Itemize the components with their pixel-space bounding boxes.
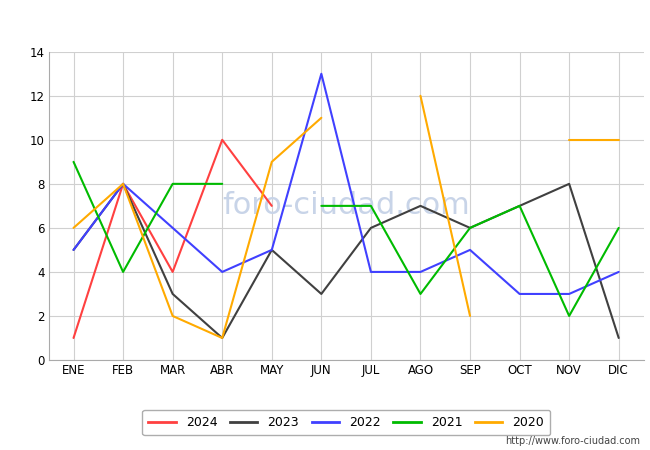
Text: foro-ciudad.com: foro-ciudad.com: [222, 191, 470, 220]
Text: Matriculaciones de Vehiculos en Medina de Rioseco: Matriculaciones de Vehiculos en Medina d…: [100, 16, 550, 34]
Text: http://www.foro-ciudad.com: http://www.foro-ciudad.com: [505, 436, 640, 446]
Legend: 2024, 2023, 2022, 2021, 2020: 2024, 2023, 2022, 2021, 2020: [142, 410, 551, 436]
